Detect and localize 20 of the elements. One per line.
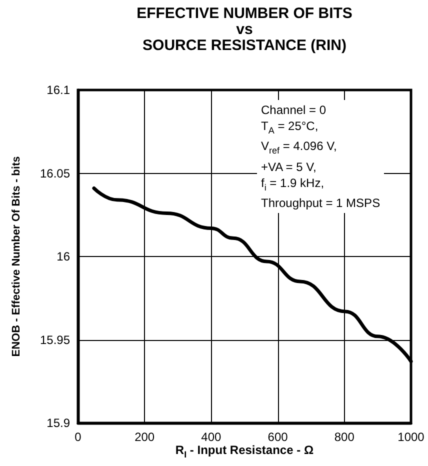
- annotation: Channel = 0: [261, 102, 328, 118]
- annotation: V$_{ref}$ = 4.096 V,: [261, 138, 338, 158]
- annotation: +VA = 5 V,: [261, 158, 318, 175]
- x-tick-label: 600: [268, 430, 288, 444]
- annotation: f$_{i}$ = 1.9 kHz,: [261, 174, 326, 194]
- x-axis-title: R$_{I}$ - Input Resistance - Ω: [174, 443, 315, 460]
- x-tick-label: 0: [74, 430, 82, 444]
- x-tick-label: 200: [134, 430, 155, 444]
- y-tick-label: 16: [56, 250, 70, 264]
- y-tick-label: 15.95: [40, 332, 70, 347]
- annotation: Throughput = 1 MSPS: [261, 195, 380, 212]
- y-tick-label: 16.1: [46, 83, 70, 97]
- x-tick-label: 1000: [398, 430, 425, 444]
- x-tick-label: 400: [201, 430, 222, 444]
- y-tick-label: 15.9: [46, 416, 70, 430]
- x-tick-label: 800: [334, 430, 355, 444]
- annotation: T$_{A}$ = 25°C,: [261, 118, 320, 138]
- y-axis-title: ENOB - Effective Number Of Bits - bits: [10, 156, 22, 357]
- chart-title: EFFECTIVE NUMBER OF BITS vs SOURCE RESISTANCE (RIN): [136, 5, 354, 54]
- y-tick-label: 16.05: [40, 166, 70, 180]
